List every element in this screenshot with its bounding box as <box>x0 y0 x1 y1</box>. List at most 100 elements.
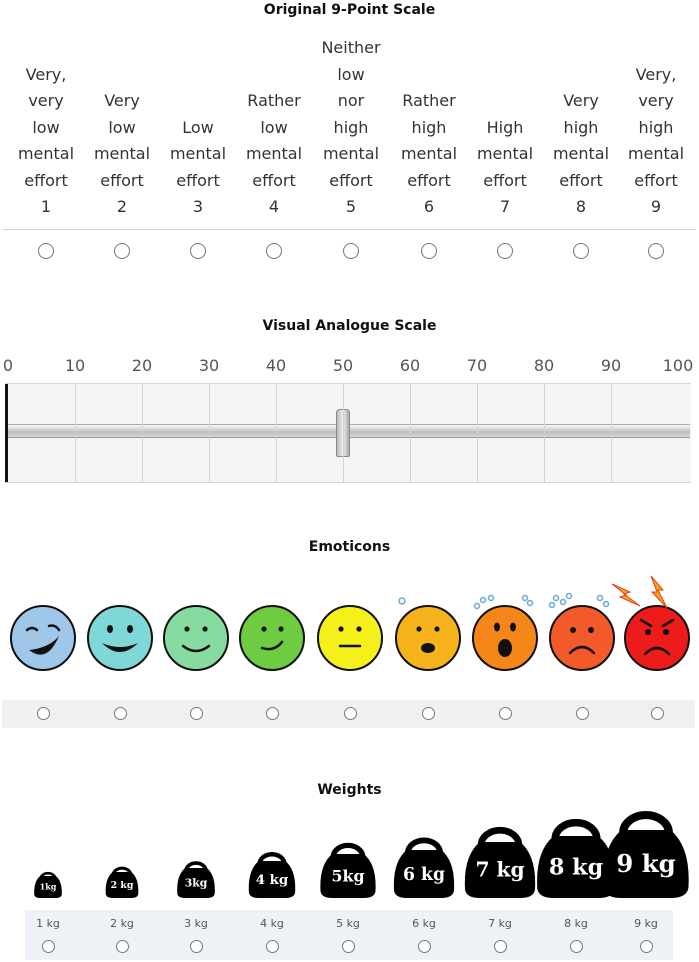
scale9-radio-9[interactable] <box>648 243 664 259</box>
scale9-label-line: mental <box>627 144 685 163</box>
weight-radio-1[interactable] <box>42 940 55 953</box>
weight-2kg-icon: 2 kg <box>105 866 139 898</box>
vas-tick-label: 70 <box>466 356 488 375</box>
visual-analogue-scale: 0 10 20 30 40 50 60 70 80 90 100 <box>2 350 693 483</box>
scale9-label-line: Rather <box>247 91 301 110</box>
weight-icon-text: 2 kg <box>111 880 134 891</box>
weight-radio-5[interactable] <box>342 940 355 953</box>
vas-tick-label: 10 <box>64 356 86 375</box>
scale9-option-4: Rather low mental effort 4 <box>236 40 312 220</box>
scale9-radio-5[interactable] <box>343 243 359 259</box>
vas-frame <box>5 383 691 483</box>
scale9-label-line: high <box>333 117 369 137</box>
scale9-option-6: Rather high mental effort 6 <box>391 40 467 220</box>
weight-icon-text: 6 kg <box>403 865 445 885</box>
scale9-label-line: very <box>28 91 64 110</box>
scale9-number: 6 <box>423 197 435 216</box>
scale9-label-line: mental <box>400 144 458 163</box>
weight-radio-7[interactable] <box>494 940 507 953</box>
weight-radio-9[interactable] <box>640 940 653 953</box>
vas-gridline <box>544 384 545 482</box>
scale9-radio-2[interactable] <box>114 243 130 259</box>
weight-label-3: 3 kg <box>184 917 208 930</box>
scale9-label-line: effort <box>407 170 451 190</box>
scale9-divider <box>3 229 696 230</box>
scale9-option-8: Very high mental effort 8 <box>543 40 619 220</box>
scale9-number: 9 <box>650 197 662 216</box>
scale9-label-line: effort <box>252 170 296 190</box>
scale9-label-line: effort <box>559 170 603 190</box>
scale9-label-line: Very, <box>25 64 67 84</box>
weight-radio-2[interactable] <box>116 940 129 953</box>
weight-5kg-icon: 5kg <box>320 842 376 898</box>
scale9-option-7: High mental effort 7 <box>467 40 543 220</box>
emoticon-radio-6[interactable] <box>422 707 435 720</box>
vas-tick-label: 40 <box>265 356 287 375</box>
scale9-number: 7 <box>499 197 511 216</box>
scale9-radio-8[interactable] <box>573 243 589 259</box>
emoticon-radio-8[interactable] <box>576 707 589 720</box>
scale9-number: 3 <box>192 197 204 216</box>
scale9-option-5: Neither low nor high mental effort 5 <box>313 38 389 220</box>
vas-tick-label: 80 <box>533 356 555 375</box>
vas-gridline <box>343 384 344 482</box>
emoticon-shocked-icon <box>472 594 538 671</box>
scale9-radio-6[interactable] <box>421 243 437 259</box>
scale9-option-9: Very, very high mental effort 9 <box>618 40 694 220</box>
weight-9kg-icon: 9 kg <box>603 811 689 898</box>
weight-3kg-icon: 3kg <box>177 861 215 898</box>
weight-8kg-icon: 8 kg <box>537 818 615 898</box>
emoticon-radio-1[interactable] <box>37 707 50 720</box>
scale9-option-1: Very, very low mental effort 1 <box>8 40 84 220</box>
emoticon-row <box>10 575 690 671</box>
vas-gridline <box>209 384 210 482</box>
scale9-title: Original 9-Point Scale <box>263 2 436 18</box>
vas-gridline <box>75 384 76 482</box>
weight-6kg-icon: 6 kg <box>393 837 455 898</box>
weight-label-5: 5 kg <box>336 917 360 930</box>
scale9-radio-7[interactable] <box>497 243 513 259</box>
scale9-label-line: high <box>411 117 447 137</box>
vas-tick-label: 20 <box>131 356 153 375</box>
emoticon-radio-5[interactable] <box>344 707 357 720</box>
vas-tick-label: 90 <box>600 356 622 375</box>
emoticon-neutral-icon <box>317 605 383 671</box>
weight-label-8: 8 kg <box>564 917 588 930</box>
scale9-label-line: mental <box>245 144 303 163</box>
scale9-radio-4[interactable] <box>266 243 282 259</box>
weight-icon-text: 1kg <box>40 882 57 892</box>
scale9-label-line: low <box>337 64 365 84</box>
scale9-label-line: high <box>563 117 599 137</box>
vas-gridline <box>477 384 478 482</box>
scale9-label-line: low <box>32 117 60 137</box>
weight-radio-6[interactable] <box>418 940 431 953</box>
weights-title: Weights <box>317 782 382 798</box>
weight-radio-3[interactable] <box>190 940 203 953</box>
scale9-label-line: Very <box>104 91 140 110</box>
scale9-radio-3[interactable] <box>190 243 206 259</box>
vas-tick-label: 50 <box>332 356 354 375</box>
weight-icon-text: 5kg <box>331 866 364 885</box>
weight-radio-4[interactable] <box>266 940 279 953</box>
weight-icon-text: 4 kg <box>256 872 288 888</box>
emoticon-radio-7[interactable] <box>499 707 512 720</box>
weight-1kg-icon: 1kg <box>34 871 62 898</box>
emoticon-radio-4[interactable] <box>266 707 279 720</box>
vas-tick-label: 0 <box>2 356 14 375</box>
weight-7kg-icon: 7 kg <box>464 826 536 898</box>
scale9-label-line: very <box>638 91 674 110</box>
scale9-radio-1[interactable] <box>38 243 54 259</box>
emoticon-radio-9[interactable] <box>651 707 664 720</box>
scale9-label-line: effort <box>100 170 144 190</box>
weight-label-7: 7 kg <box>488 917 512 930</box>
emoticon-radio-3[interactable] <box>190 707 203 720</box>
scale9-label-line: effort <box>24 170 68 190</box>
scale9-number: 5 <box>345 197 357 216</box>
weight-icon-text: 8 kg <box>549 854 604 880</box>
emoticon-radio-2[interactable] <box>114 707 127 720</box>
scale9-label-line: low <box>108 117 136 137</box>
vas-left-edge <box>5 384 8 482</box>
scale9-label-line: Very, <box>635 64 677 84</box>
weight-radio-8[interactable] <box>570 940 583 953</box>
vas-tick-label: 60 <box>399 356 421 375</box>
